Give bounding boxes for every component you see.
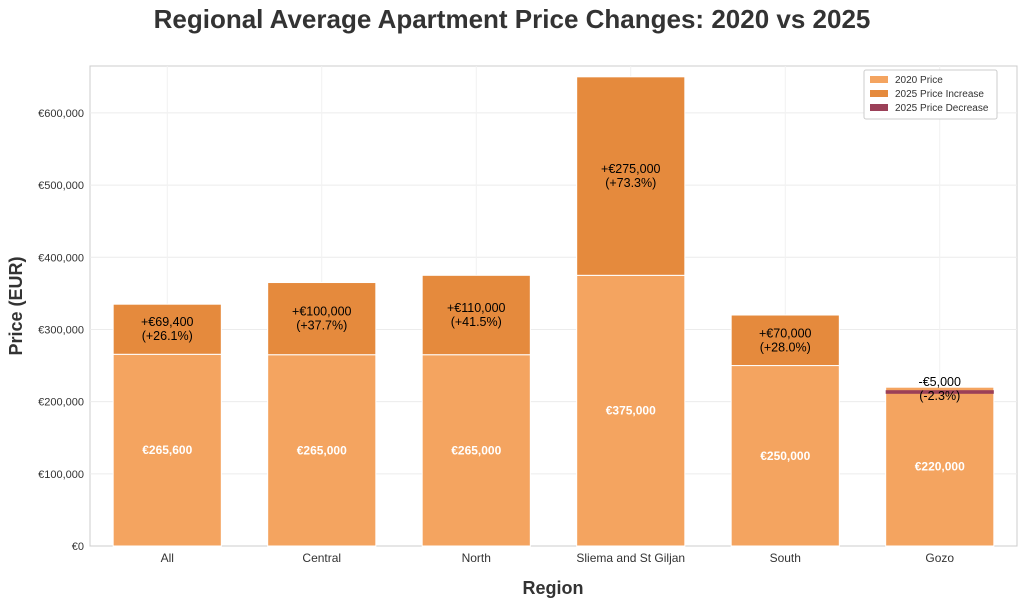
y-axis-label: Price (EUR) bbox=[6, 256, 26, 355]
bar-value-label: €265,000 bbox=[451, 443, 501, 457]
y-tick-label: €600,000 bbox=[38, 108, 84, 120]
bar-2020-price bbox=[267, 354, 377, 547]
legend-label: 2020 Price bbox=[895, 75, 943, 86]
change-percent-label: (+28.0%) bbox=[760, 340, 811, 354]
bar-value-label: €220,000 bbox=[915, 460, 965, 474]
y-tick-label: €500,000 bbox=[38, 180, 84, 192]
change-amount-label: +€70,000 bbox=[759, 326, 812, 340]
bar-2025-decrease bbox=[885, 390, 994, 394]
change-percent-label: (+26.1%) bbox=[142, 329, 193, 343]
legend: 2020 Price 2025 Price Increase 2025 Price … bbox=[863, 69, 998, 120]
change-percent-label: (+41.5%) bbox=[451, 315, 502, 329]
change-percent-label: (-2.3%) bbox=[919, 389, 960, 403]
bar-value-label: €265,000 bbox=[297, 443, 347, 457]
x-tick-label: South bbox=[770, 551, 801, 565]
bar-value-label: €250,000 bbox=[760, 449, 810, 463]
legend-label: 2025 Price Increase bbox=[895, 89, 984, 100]
x-tick-label: Gozo bbox=[925, 551, 954, 565]
legend-label: 2025 Price Decrease bbox=[895, 103, 989, 114]
y-tick-label: €100,000 bbox=[38, 469, 84, 481]
bar-2020-price bbox=[112, 353, 222, 547]
bar-2025-increase bbox=[576, 76, 686, 276]
x-tick-label: All bbox=[161, 551, 174, 565]
bar-2025-increase bbox=[730, 314, 840, 367]
change-amount-label: +€69,400 bbox=[141, 315, 194, 329]
change-percent-label: (+73.3%) bbox=[605, 176, 656, 190]
legend-swatch bbox=[870, 90, 888, 97]
bar-2025-increase bbox=[421, 274, 531, 356]
x-axis-label: Region bbox=[523, 578, 584, 598]
x-tick-label: Sliema and St Giljan bbox=[576, 551, 685, 565]
bar-2020-price bbox=[421, 354, 531, 547]
bar-value-label: €375,000 bbox=[606, 404, 656, 418]
bar-2020-price bbox=[576, 274, 686, 547]
legend-box bbox=[863, 69, 998, 120]
chart-title: Regional Average Apartment Price Changes… bbox=[154, 4, 871, 34]
bar-value-label: €265,600 bbox=[142, 443, 192, 457]
bar-2025-increase bbox=[267, 282, 377, 356]
y-axis-ticks: €0 €100,000 €200,000 €300,000 €400,000 €500,0… bbox=[38, 108, 84, 553]
bar-2020-price bbox=[885, 386, 995, 547]
bars: €265,600 +€69,400(+26.1%) €265,000 +€100,00… bbox=[112, 76, 995, 547]
y-tick-label: €300,000 bbox=[38, 324, 84, 336]
plot-area bbox=[89, 65, 1018, 547]
y-tick-label: €200,000 bbox=[38, 397, 84, 409]
x-tick-label: Central bbox=[302, 551, 341, 565]
change-amount-label: +€110,000 bbox=[447, 301, 506, 315]
bar-2020-price bbox=[730, 365, 840, 547]
x-axis-ticks: All Central North Sliema and St Giljan South… bbox=[161, 551, 955, 565]
change-amount-label: +€100,000 bbox=[292, 305, 351, 319]
change-amount-label: +€275,000 bbox=[601, 162, 660, 176]
y-tick-label: €400,000 bbox=[38, 252, 84, 264]
change-percent-label: (+37.7%) bbox=[296, 319, 347, 333]
legend-swatch bbox=[870, 104, 888, 111]
y-tick-label: €0 bbox=[72, 541, 84, 553]
change-amount-label: -€5,000 bbox=[919, 375, 961, 389]
bar-2025-increase bbox=[112, 303, 222, 355]
legend-swatch bbox=[870, 76, 888, 83]
x-tick-label: North bbox=[462, 551, 491, 565]
